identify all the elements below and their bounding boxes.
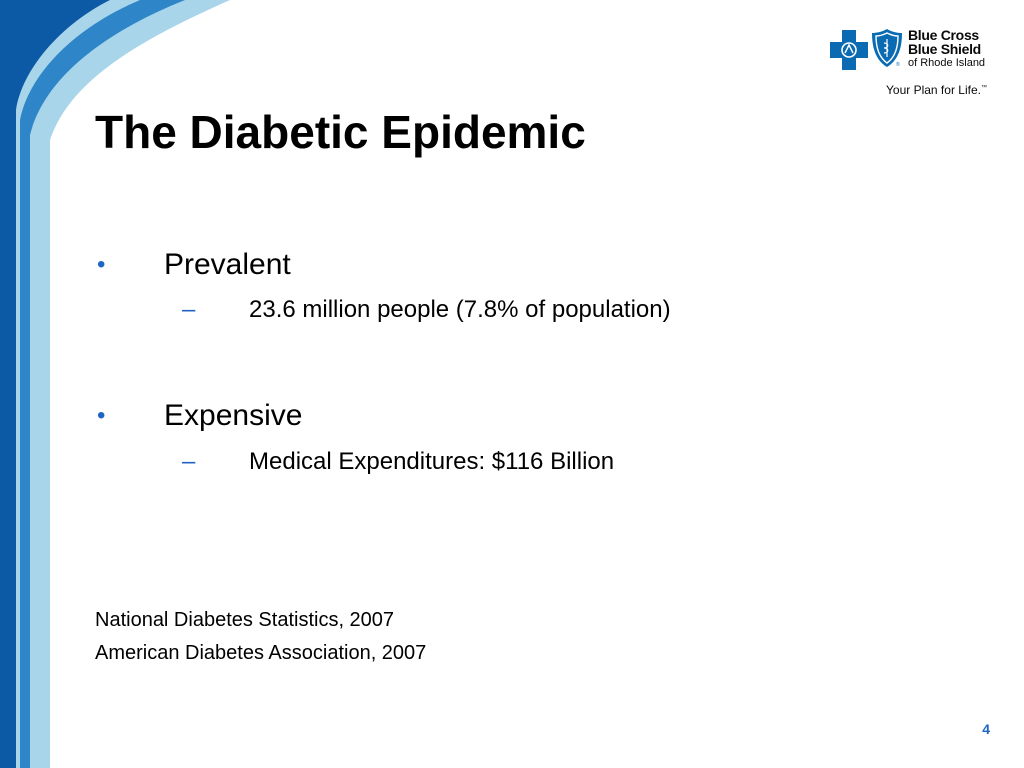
blue-cross-icon: ® [830,30,868,70]
trademark-mark: ™ [980,85,987,91]
slide-title: The Diabetic Epidemic [95,106,586,158]
source-citation: American Diabetes Association, 2007 [95,642,427,664]
bcbs-logo: ® ® Blue Cross Blue Shield of Rhode Isla… [828,26,998,98]
bullet-label: Expensive [164,399,303,432]
blue-shield-icon: ® [872,29,902,68]
sub-bullet-text: 23.6 million people (7.8% of population) [249,296,671,323]
sub-bullet-text: Medical Expenditures: $116 Billion [249,448,615,475]
logo-line-3: of Rhode Island [908,57,986,69]
svg-text:®: ® [861,62,865,69]
logo-tagline: Your Plan for Life.™ [886,81,987,97]
logo-line-1: Blue Cross [908,27,979,43]
page-number: 4 [982,721,990,737]
sub-bullet-marker: – [182,448,196,475]
sub-bullet-marker: – [182,296,196,323]
logo-line-2: Blue Shield [908,41,981,57]
svg-text:®: ® [896,61,900,68]
bullet-marker: • [97,402,106,429]
tagline-text: Your Plan for Life. [886,83,981,97]
bullet-marker: • [97,251,106,278]
decorative-swoosh [0,0,260,768]
source-citation: National Diabetes Statistics, 2007 [95,609,395,631]
bullet-label: Prevalent [164,248,291,281]
